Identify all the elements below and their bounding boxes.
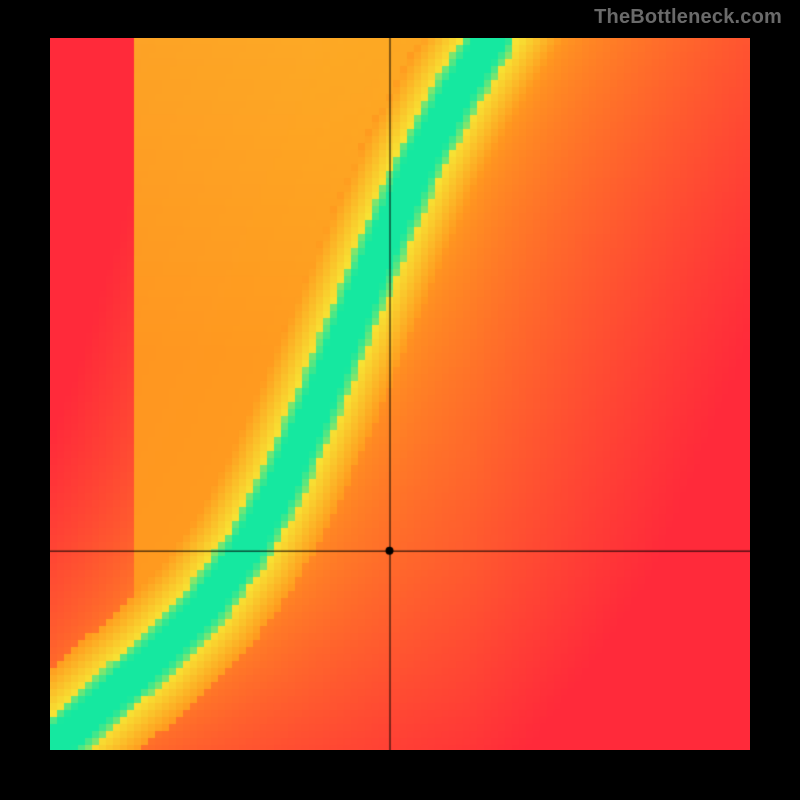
watermark-text: TheBottleneck.com bbox=[594, 6, 782, 29]
plot-area bbox=[50, 38, 750, 750]
chart-container: TheBottleneck.com bbox=[0, 0, 800, 800]
heatmap-canvas bbox=[50, 38, 750, 750]
